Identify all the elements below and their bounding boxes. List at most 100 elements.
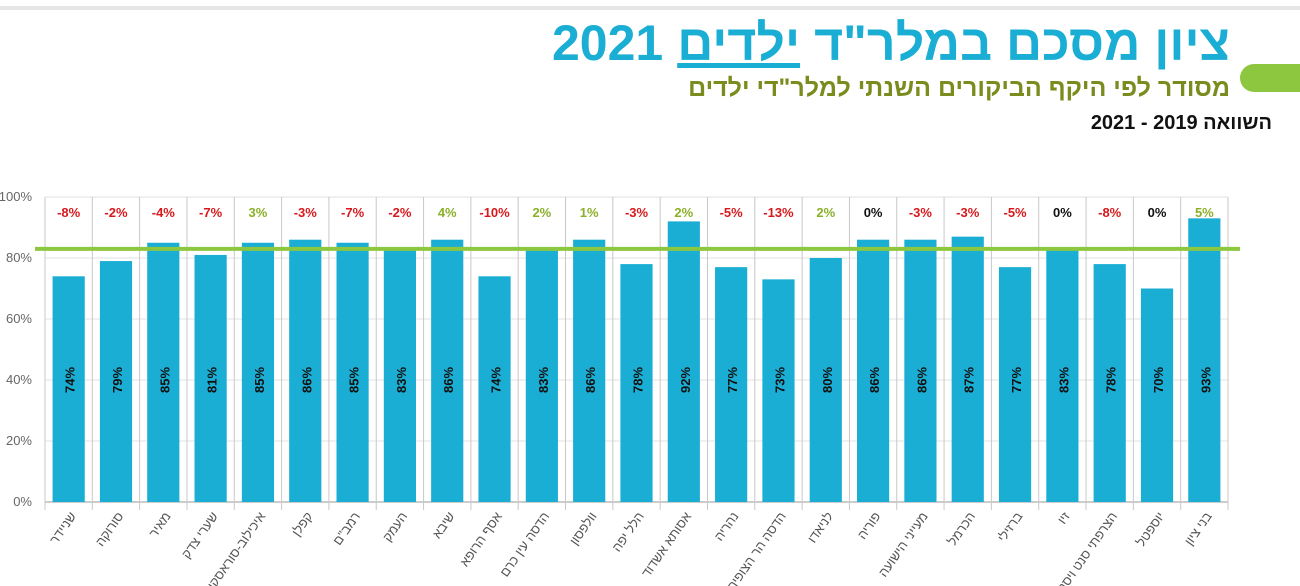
title-part: 2021 — [551, 15, 664, 71]
y-tick-label: 100% — [0, 189, 32, 204]
change-label: 0% — [1053, 205, 1072, 220]
chart-title: ציון מסכם במלר"דילדים2021 — [538, 14, 1230, 72]
change-label: 5% — [1195, 205, 1214, 220]
x-tick-label: מאיר — [146, 509, 174, 540]
change-label: -4% — [152, 205, 176, 220]
value-label: 85% — [252, 367, 267, 393]
change-label: -5% — [1003, 205, 1027, 220]
change-label: -3% — [625, 205, 649, 220]
value-label: 93% — [1198, 367, 1213, 393]
change-label: 4% — [438, 205, 457, 220]
change-label: 0% — [864, 205, 883, 220]
value-label: 83% — [394, 367, 409, 393]
x-tick-label: רמב"ם — [330, 509, 363, 548]
value-label: 87% — [962, 367, 977, 393]
value-label: 83% — [536, 367, 551, 393]
bar — [951, 236, 984, 502]
change-label: -13% — [763, 205, 794, 220]
value-label: 86% — [867, 367, 882, 393]
change-label: -7% — [199, 205, 223, 220]
change-label: -10% — [479, 205, 510, 220]
bar — [147, 242, 180, 502]
accent-pill — [1240, 64, 1300, 92]
comparison-note: השוואה 2019 - 2021 — [1090, 112, 1272, 134]
change-label: 0% — [1148, 205, 1167, 220]
subtitle: מסודר לפי היקף הביקורים השנתי למלר"די יל… — [688, 74, 1230, 102]
x-tick-label: נהריה — [711, 509, 741, 543]
bar — [620, 264, 653, 502]
value-label: 86% — [914, 367, 929, 393]
value-label: 78% — [1104, 367, 1119, 393]
y-tick-label: 60% — [6, 311, 32, 326]
title-part: ילדים — [677, 15, 801, 71]
bar — [336, 242, 369, 502]
change-label: -8% — [57, 205, 81, 220]
bar — [857, 239, 890, 502]
change-label: -2% — [104, 205, 128, 220]
y-tick-label: 40% — [6, 372, 32, 387]
x-tick-label: בני ציון — [1181, 509, 1215, 548]
x-tick-label: שניידר — [46, 509, 79, 547]
bar — [241, 242, 275, 502]
value-label: 86% — [441, 367, 456, 393]
x-tick-label: העמק — [380, 509, 411, 544]
value-label: 78% — [631, 367, 646, 393]
bar — [431, 239, 464, 502]
value-label: 80% — [820, 367, 835, 393]
bar — [289, 239, 322, 502]
value-label: 79% — [110, 367, 125, 393]
bar — [383, 248, 416, 502]
change-label: 1% — [580, 205, 599, 220]
x-tick-label: וולפסון — [566, 509, 599, 548]
x-tick-label: שיבא — [429, 509, 458, 541]
bar — [667, 221, 700, 502]
bar — [762, 279, 795, 502]
bar — [998, 267, 1032, 502]
value-label: 81% — [205, 367, 220, 393]
x-tick-label: זיו — [1054, 508, 1073, 526]
x-tick-label: פוריה — [854, 509, 883, 542]
bar — [809, 258, 842, 502]
value-label: 86% — [299, 367, 314, 393]
x-tick-label: אסותא אשדוד — [638, 509, 694, 580]
y-tick-label: 80% — [6, 250, 32, 265]
x-tick-label: יוספטל — [1133, 509, 1167, 549]
x-tick-label: קפלן — [289, 509, 316, 539]
bar — [52, 276, 85, 502]
value-label: 86% — [583, 367, 598, 393]
change-label: -3% — [294, 205, 318, 220]
bar — [478, 276, 511, 502]
x-tick-label: אסף הרופא — [457, 509, 505, 569]
x-tick-label: ברזילי — [994, 509, 1025, 545]
y-tick-label: 0% — [13, 494, 32, 509]
x-tick-label: הלל יפה — [609, 509, 647, 554]
x-tick-label: שערי צדק — [178, 509, 221, 561]
x-tick-label: הכרמל — [945, 509, 979, 548]
x-tick-label: הדסה עין כרם — [497, 509, 553, 579]
change-label: -7% — [341, 205, 365, 220]
title-part: ציון מסכם במלר"ד — [814, 15, 1230, 71]
bar — [1140, 288, 1174, 502]
value-label: 74% — [63, 367, 78, 393]
change-label: -3% — [909, 205, 933, 220]
bar — [715, 267, 748, 502]
value-label: 73% — [772, 367, 787, 393]
value-label: 85% — [157, 367, 172, 393]
change-label: -3% — [956, 205, 980, 220]
bar — [194, 254, 227, 502]
bar — [904, 239, 937, 502]
change-label: 2% — [532, 205, 551, 220]
bar — [573, 239, 606, 502]
value-label: 85% — [347, 367, 362, 393]
change-label: -5% — [720, 205, 744, 220]
top-rule — [0, 6, 1300, 10]
change-label: 2% — [816, 205, 835, 220]
value-label: 74% — [489, 367, 504, 393]
value-label: 92% — [678, 367, 693, 393]
x-tick-label: סורוקה — [92, 509, 126, 549]
x-tick-label: מעייני הישועה — [875, 509, 931, 579]
x-tick-label: לניאדו — [804, 509, 836, 546]
change-label: -2% — [388, 205, 412, 220]
change-label: -8% — [1098, 205, 1122, 220]
